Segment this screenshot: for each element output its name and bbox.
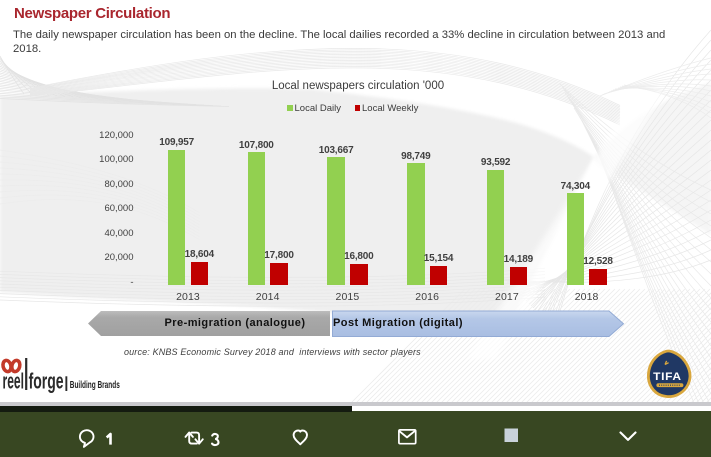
- svg-text:Building Brands: Building Brands: [70, 379, 120, 391]
- svg-text:TIFA: TIFA: [653, 371, 682, 383]
- svg-text:reel: reel: [3, 369, 25, 394]
- svg-text:forge: forge: [29, 369, 64, 394]
